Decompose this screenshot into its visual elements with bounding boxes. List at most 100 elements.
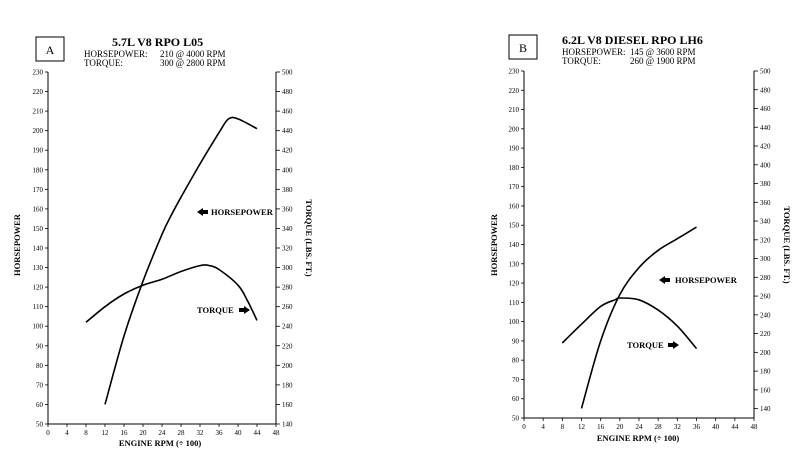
y-right-tick-label: 360 <box>282 205 293 213</box>
y-left-tick-label: 220 <box>33 88 44 96</box>
spec-torque-label: TORQUE: <box>562 56 601 66</box>
x-tick-label: 16 <box>121 429 129 437</box>
y-left-tick-label: 80 <box>512 357 520 365</box>
y-right-tick-label: 480 <box>760 86 771 94</box>
y-right-tick-label: 320 <box>282 245 293 253</box>
y-right-tick-label: 260 <box>282 303 293 311</box>
y-left-tick-label: 120 <box>33 284 44 292</box>
torque-series-label: TORQUE <box>197 305 234 315</box>
y-right-tick-label: 340 <box>760 218 771 226</box>
y-left-ticks: 50 60 70 80 90 100 110 120 130 140 150 160 170 180 190… <box>33 69 48 429</box>
y-axis-left-title: HORSEPOWER <box>489 213 499 276</box>
y-axis-right-title: TORQUE (LBS. FT.) <box>782 206 792 283</box>
chart-title: 5.7L V8 RPO L05 <box>112 35 203 49</box>
x-ticks: 0 4 8 12 16 20 24 28 32 36 40 44 48 <box>522 418 758 431</box>
y-right-tick-label: 500 <box>282 69 293 77</box>
y-right-tick-label: 340 <box>282 225 293 233</box>
y-left-tick-label: 150 <box>33 225 44 233</box>
horsepower-series-label: HORSEPOWER <box>211 207 274 217</box>
y-left-tick-label: 140 <box>509 241 520 249</box>
torque-pointer-arrow-icon <box>668 341 679 349</box>
x-tick-label: 36 <box>216 429 224 437</box>
y-left-tick-label: 150 <box>509 222 520 230</box>
y-right-tick-label: 200 <box>282 362 293 370</box>
panel-letter-box <box>508 34 538 60</box>
y-left-tick-label: 140 <box>33 245 44 253</box>
horsepower-series-label: HORSEPOWER <box>675 275 738 285</box>
y-right-tick-label: 360 <box>760 199 771 207</box>
y-left-tick-label: 190 <box>33 147 44 155</box>
panel-letter: A <box>46 43 55 57</box>
y-left-tick-label: 190 <box>509 145 520 153</box>
y-right-tick-label: 380 <box>760 180 771 188</box>
y-left-tick-label: 180 <box>509 164 520 172</box>
y-axis-right-title: TORQUE (LBS. FT.) <box>304 199 314 276</box>
x-tick-label: 28 <box>178 429 186 437</box>
y-left-tick-label: 50 <box>36 421 44 429</box>
y-left-ticks: 50 60 70 80 90 100 110 120 130 140 150 160 170 180 190… <box>509 68 524 423</box>
y-left-tick-label: 110 <box>509 299 520 307</box>
torque-pointer-arrow-icon <box>239 306 250 314</box>
horsepower-pointer-arrow-icon <box>197 208 208 216</box>
x-tick-label: 16 <box>597 423 605 431</box>
x-tick-label: 24 <box>636 423 644 431</box>
y-right-tick-label: 280 <box>760 274 771 282</box>
y-left-tick-label: 170 <box>33 186 44 194</box>
x-tick-label: 12 <box>578 423 586 431</box>
y-right-tick-label: 240 <box>760 311 771 319</box>
y-right-tick-label: 260 <box>760 293 771 301</box>
torque-curve <box>85 264 258 323</box>
spec-horsepower-label: HORSEPOWER: <box>562 47 626 57</box>
horsepower-curve <box>104 116 258 405</box>
panel-letter-box <box>35 36 65 62</box>
y-right-ticks: 140 160 180 200 220 240 260 280 300 320 340 360 380 4… <box>276 69 293 429</box>
y-left-tick-label: 60 <box>512 395 520 403</box>
y-left-tick-label: 50 <box>512 415 520 423</box>
y-left-tick-label: 100 <box>33 323 44 331</box>
y-right-tick-label: 460 <box>282 108 293 116</box>
x-tick-label: 4 <box>541 423 545 431</box>
y-left-tick-label: 160 <box>509 202 520 210</box>
y-right-tick-label: 380 <box>282 186 293 194</box>
y-right-tick-label: 400 <box>760 161 771 169</box>
y-right-tick-label: 440 <box>760 124 771 132</box>
x-tick-label: 4 <box>65 429 69 437</box>
x-tick-label: 28 <box>655 423 663 431</box>
y-left-tick-label: 170 <box>509 183 520 191</box>
y-left-tick-label: 70 <box>512 376 520 384</box>
x-axis-title: ENGINE RPM (÷ 100) <box>597 433 680 443</box>
x-tick-label: 40 <box>235 429 243 437</box>
y-left-tick-label: 70 <box>36 381 44 389</box>
y-right-tick-label: 480 <box>282 88 293 96</box>
spec-torque-value: 260 @ 1900 RPM <box>630 56 696 66</box>
y-right-ticks: 140 160 180 200 220 240 260 280 300 320 340 360 380 4… <box>754 68 771 413</box>
x-tick-label: 0 <box>522 423 526 431</box>
y-right-tick-label: 200 <box>760 349 771 357</box>
y-right-tick-label: 440 <box>282 127 293 135</box>
x-ticks: 0 4 8 12 16 20 24 28 32 36 40 44 48 <box>46 424 280 437</box>
y-right-tick-label: 220 <box>282 342 293 350</box>
x-tick-label: 20 <box>616 423 624 431</box>
y-right-tick-label: 220 <box>760 330 771 338</box>
y-left-tick-label: 160 <box>33 205 44 213</box>
y-right-tick-label: 160 <box>282 401 293 409</box>
x-tick-label: 44 <box>254 429 262 437</box>
x-tick-label: 48 <box>273 429 281 437</box>
y-left-tick-label: 90 <box>512 337 520 345</box>
y-right-tick-label: 300 <box>760 255 771 263</box>
y-right-tick-label: 320 <box>760 236 771 244</box>
y-right-tick-label: 180 <box>760 368 771 376</box>
x-tick-label: 32 <box>674 423 682 431</box>
x-tick-label: 20 <box>140 429 148 437</box>
x-tick-label: 48 <box>751 423 759 431</box>
y-left-tick-label: 210 <box>33 108 44 116</box>
y-axis-left-title: HORSEPOWER <box>12 213 22 276</box>
horsepower-pointer-arrow-icon <box>659 276 670 284</box>
y-right-tick-label: 140 <box>282 421 293 429</box>
x-tick-label: 24 <box>159 429 167 437</box>
y-left-tick-label: 210 <box>509 106 520 114</box>
y-right-tick-label: 240 <box>282 323 293 331</box>
y-right-tick-label: 500 <box>760 68 771 76</box>
spec-horsepower-value: 145 @ 3600 RPM <box>630 47 696 57</box>
